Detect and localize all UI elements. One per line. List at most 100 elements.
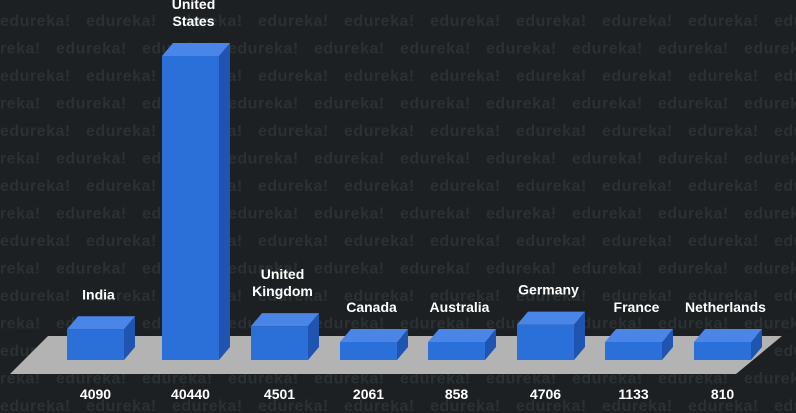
bar-united-states — [162, 43, 230, 360]
bar-side — [308, 313, 319, 360]
watermark-text: edureka! — [56, 206, 127, 223]
bar-top — [340, 329, 408, 342]
watermark-text: edureka! — [56, 151, 127, 168]
watermark-text: edureka! — [228, 206, 299, 223]
bar-top — [517, 311, 585, 325]
watermark-text: edureka! — [430, 288, 501, 305]
watermark-text: edureka! — [486, 151, 557, 168]
bar-front — [251, 326, 308, 360]
watermark-text: edureka! — [258, 13, 329, 30]
watermark-text: edureka! — [430, 178, 501, 195]
bar-front — [517, 324, 574, 360]
watermark-text: edureka! — [86, 13, 157, 30]
watermark-text: edureka! — [258, 123, 329, 140]
bar-united-kingdom — [251, 313, 319, 360]
watermark-text: edureka! — [744, 261, 796, 278]
watermark-text: edureka! — [688, 13, 759, 30]
watermark-text: edureka! — [86, 68, 157, 85]
watermark-text: edureka! — [516, 68, 587, 85]
watermark-text: edureka! — [602, 288, 673, 305]
value-label: 2061 — [353, 386, 384, 402]
watermark-text: edureka! — [0, 123, 71, 140]
watermark-text: edureka! — [516, 123, 587, 140]
bar-side — [124, 316, 135, 360]
bar-top — [162, 43, 230, 56]
watermark-text: edureka! — [486, 96, 557, 113]
watermark-text: edureka! — [86, 123, 157, 140]
watermark-text: edureka! — [314, 96, 385, 113]
watermark-text: edureka! — [228, 41, 299, 58]
watermark-text: edureka! — [602, 178, 673, 195]
category-label: Australia — [430, 299, 490, 315]
watermark-text: edureka! — [400, 96, 471, 113]
watermark-text: edureka! — [658, 371, 729, 388]
bar-side — [574, 311, 585, 360]
watermark-text: edureka! — [400, 261, 471, 278]
watermark-text: edureka! — [486, 41, 557, 58]
watermark-text: edureka! — [56, 96, 127, 113]
value-label: 1133 — [618, 386, 649, 402]
watermark-text: edureka! — [688, 398, 759, 413]
watermark-text: edureka! — [516, 288, 587, 305]
watermark-text: edureka! — [258, 288, 329, 305]
watermark-text: edureka! — [0, 13, 71, 30]
watermark-text: edureka! — [0, 398, 71, 413]
value-label: 858 — [445, 386, 469, 402]
bars — [67, 43, 762, 360]
bar-side — [662, 329, 673, 360]
watermark-text: edureka! — [744, 316, 796, 333]
watermark-text: edureka! — [516, 233, 587, 250]
watermark-text: edureka! — [572, 96, 643, 113]
watermark-text: edureka! — [228, 151, 299, 168]
watermark-text: edureka! — [430, 68, 501, 85]
watermark-text: edureka! — [0, 178, 71, 195]
watermark-text: edureka! — [658, 151, 729, 168]
watermark-text: edureka! — [344, 68, 415, 85]
watermark-text: edureka! — [400, 206, 471, 223]
category-label: India — [82, 286, 115, 302]
bar-side — [397, 329, 408, 360]
value-label: 40440 — [171, 386, 210, 402]
watermark-text: edureka! — [0, 68, 71, 85]
watermark-text: edureka! — [572, 371, 643, 388]
watermark-text: edureka! — [0, 96, 41, 113]
watermark-text: edureka! — [744, 151, 796, 168]
watermark-text: edureka! — [56, 261, 127, 278]
watermark-text: edureka! — [258, 398, 329, 413]
watermark-text: edureka! — [688, 288, 759, 305]
watermark-text: edureka! — [86, 398, 157, 413]
category-label: France — [614, 299, 660, 315]
bar-front — [605, 342, 662, 360]
watermark-text: edureka! — [314, 206, 385, 223]
value-label: 4501 — [264, 386, 295, 402]
category-labels: India United States United Kingdom Canada Aust… — [82, 0, 766, 315]
value-label: 4706 — [530, 386, 561, 402]
watermark-text: edureka! — [228, 261, 299, 278]
watermark-text: edureka! — [0, 41, 41, 58]
watermark-text: edureka! — [486, 371, 557, 388]
watermark-text: edureka! — [0, 371, 41, 388]
watermark-text: edureka! — [344, 123, 415, 140]
watermark-text: edureka! — [430, 233, 501, 250]
watermark-text: edureka! — [56, 371, 127, 388]
watermark-text: edureka! — [688, 68, 759, 85]
category-label: Germany — [518, 282, 579, 298]
bar-canada — [340, 329, 408, 360]
bar-side — [485, 329, 496, 360]
bar-australia — [428, 329, 496, 360]
watermark-text: edureka! — [344, 233, 415, 250]
watermark-text: edureka! — [602, 398, 673, 413]
watermark-text: edureka! — [658, 41, 729, 58]
bar-top — [428, 329, 496, 342]
watermark-text: edureka! — [602, 233, 673, 250]
watermark-text: edureka! — [86, 288, 157, 305]
bar-front — [162, 56, 219, 360]
watermark-text: edureka! — [744, 41, 796, 58]
watermark-text: edureka! — [774, 68, 796, 85]
watermark-text: edureka! — [172, 398, 243, 413]
watermark-text: edureka! — [400, 316, 471, 333]
watermark-text: edureka! — [314, 41, 385, 58]
watermark-text: edureka! — [400, 41, 471, 58]
watermark-text: edureka! — [228, 371, 299, 388]
bar-top — [694, 329, 762, 342]
